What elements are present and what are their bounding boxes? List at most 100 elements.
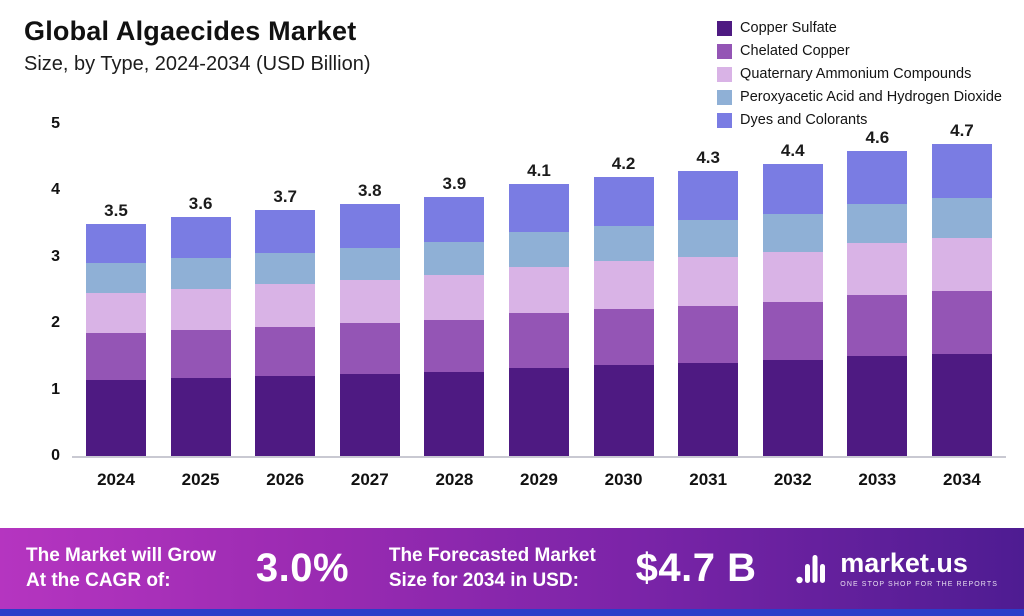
- legend-label: Chelated Copper: [740, 43, 850, 59]
- bar-stack: [931, 143, 992, 456]
- bar-total-label: 4.7: [950, 120, 974, 140]
- chart-header: Global Algaecides Market Size, by Type, …: [0, 16, 1024, 112]
- x-axis-label: 2029: [520, 470, 558, 489]
- bar-stack: [424, 197, 485, 456]
- bar-stack: [593, 177, 654, 456]
- bar-total-label: 3.5: [104, 200, 128, 220]
- bar-segment: [255, 326, 316, 376]
- bar-segment: [593, 309, 654, 366]
- forecast-label-line1: The Forecasted Market: [388, 544, 596, 566]
- legend-item: Chelated Copper: [717, 43, 1002, 59]
- bar-segment: [339, 373, 400, 456]
- legend-label: Dyes and Colorants: [740, 112, 868, 128]
- legend-label: Quaternary Ammonium Compounds: [740, 66, 972, 82]
- bottom-accent-strip: [0, 609, 1024, 616]
- x-axis-label: 2034: [943, 470, 981, 489]
- bar-segment: [424, 197, 485, 243]
- bar-column: 3.5: [86, 126, 146, 456]
- bar-total-label: 3.7: [273, 187, 297, 207]
- forecast-label: The Forecasted Market Size for 2034 in U…: [389, 544, 596, 593]
- cagr-label: The Market will Grow At the CAGR of:: [26, 544, 216, 593]
- bar-segment: [931, 143, 992, 198]
- x-axis-label: 2025: [181, 470, 220, 489]
- bar-segment: [931, 353, 992, 456]
- bar-total-label: 4.1: [527, 160, 551, 180]
- y-axis-tick-label: 1: [51, 380, 60, 398]
- brand-name: market.us: [840, 547, 968, 578]
- bar-stack: [762, 163, 823, 456]
- y-axis-tick-label: 4: [51, 181, 60, 199]
- bar-column: 4.4: [762, 126, 823, 456]
- bar-segment: [508, 367, 569, 456]
- bar-total-label: 4.6: [865, 127, 890, 147]
- legend-swatch: [717, 66, 733, 82]
- bar-segment: [931, 238, 992, 292]
- bar-segment: [339, 280, 400, 324]
- x-axis-label: 2026: [266, 470, 305, 489]
- x-axis-label: 2027: [350, 470, 389, 489]
- x-axis-label: 2028: [435, 470, 474, 489]
- bar-stack: [847, 150, 908, 456]
- legend-item: Peroxyacetic Acid and Hydrogen Dioxide: [717, 89, 1002, 105]
- bar-segment: [593, 177, 654, 226]
- legend-label: Copper Sulfate: [740, 20, 837, 36]
- bar-segment: [170, 217, 231, 259]
- bar-segment: [847, 203, 908, 243]
- bar-segment: [678, 170, 739, 221]
- bar-segment: [255, 252, 316, 285]
- chart-legend: Copper Sulfate Chelated Copper Quaternary …: [717, 20, 1002, 128]
- bar-stack: [339, 203, 400, 456]
- bar-column: 4.6: [847, 126, 908, 456]
- bar-segment: [931, 197, 992, 239]
- bar-segment: [424, 371, 485, 456]
- bar-segment: [593, 261, 654, 310]
- bar-segment: [678, 220, 739, 257]
- y-axis-tick-label: 0: [51, 447, 60, 464]
- legend-item: Dyes and Colorants: [717, 112, 1002, 128]
- bar-segment: [762, 252, 823, 302]
- x-axis-label: 2030: [604, 470, 643, 489]
- y-axis-tick-label: 5: [51, 115, 60, 132]
- brand-logo: market.us ONE STOP SHOP FOR THE REPORTS: [796, 547, 998, 588]
- legend-label: Peroxyacetic Acid and Hydrogen Dioxide: [740, 89, 1002, 105]
- bar-segment: [424, 275, 485, 320]
- bar-segment: [86, 293, 146, 334]
- bar-segment: [86, 333, 146, 380]
- bar-segment: [170, 377, 231, 456]
- bar-segment: [86, 263, 146, 294]
- bar-total-label: 4.2: [611, 154, 636, 174]
- brand-text: market.us ONE STOP SHOP FOR THE REPORTS: [840, 547, 998, 588]
- bar-column: 3.8: [339, 126, 400, 456]
- bar-segment: [762, 301, 823, 361]
- bar-segment: [847, 295, 908, 357]
- bar-segment: [847, 150, 908, 204]
- bar-segment: [86, 379, 146, 456]
- bars-row: 3.5 3.6 3.7 3.8 3.9 4.1 4.2 4.3 4.4 4.6 4.7: [72, 122, 1006, 456]
- legend-swatch: [717, 43, 733, 59]
- y-axis-tick-label: 2: [51, 314, 60, 332]
- bar-segment: [678, 363, 739, 456]
- x-axis-label: 2024: [97, 470, 135, 489]
- bar-segment: [508, 183, 569, 232]
- chart-section: Global Algaecides Market Size, by Type, …: [0, 16, 1024, 490]
- cagr-label-line1: The Market will Grow: [26, 544, 217, 566]
- legend-swatch: [717, 112, 733, 128]
- cagr-label-line2: At the CAGR of:: [26, 569, 171, 591]
- bar-column: 4.1: [508, 126, 569, 456]
- x-axis-labels: 2024 2025 2026 2027 2028 2029 2030 2031 2032 2033…: [72, 458, 1006, 490]
- bar-stack: [255, 210, 316, 456]
- bar-segment: [424, 319, 485, 372]
- legend-swatch: [717, 20, 733, 36]
- bar-segment: [255, 375, 316, 456]
- forecast-label-line2: Size for 2034 in USD:: [388, 569, 579, 591]
- bar-segment: [170, 288, 231, 330]
- brand-tagline: ONE STOP SHOP FOR THE REPORTS: [840, 580, 998, 588]
- bar-column: 3.9: [424, 126, 485, 456]
- legend-item: Quaternary Ammonium Compounds: [717, 66, 1002, 82]
- bar-total-label: 3.6: [188, 194, 213, 214]
- bar-segment: [678, 256, 739, 306]
- bar-total-label: 3.9: [442, 174, 467, 194]
- bar-segment: [593, 225, 654, 262]
- legend-item: Copper Sulfate: [717, 20, 1002, 36]
